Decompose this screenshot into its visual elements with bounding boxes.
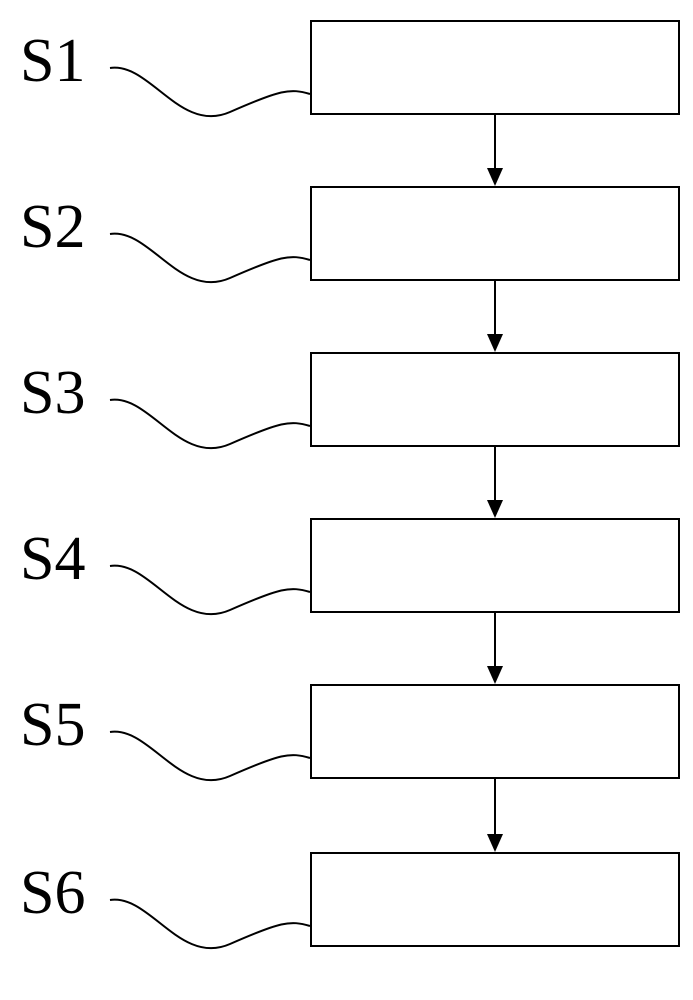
flow-arrow-n5-n6: [0, 0, 693, 1000]
flowchart-stage: S1S2S3S4S5S6: [0, 0, 693, 1000]
